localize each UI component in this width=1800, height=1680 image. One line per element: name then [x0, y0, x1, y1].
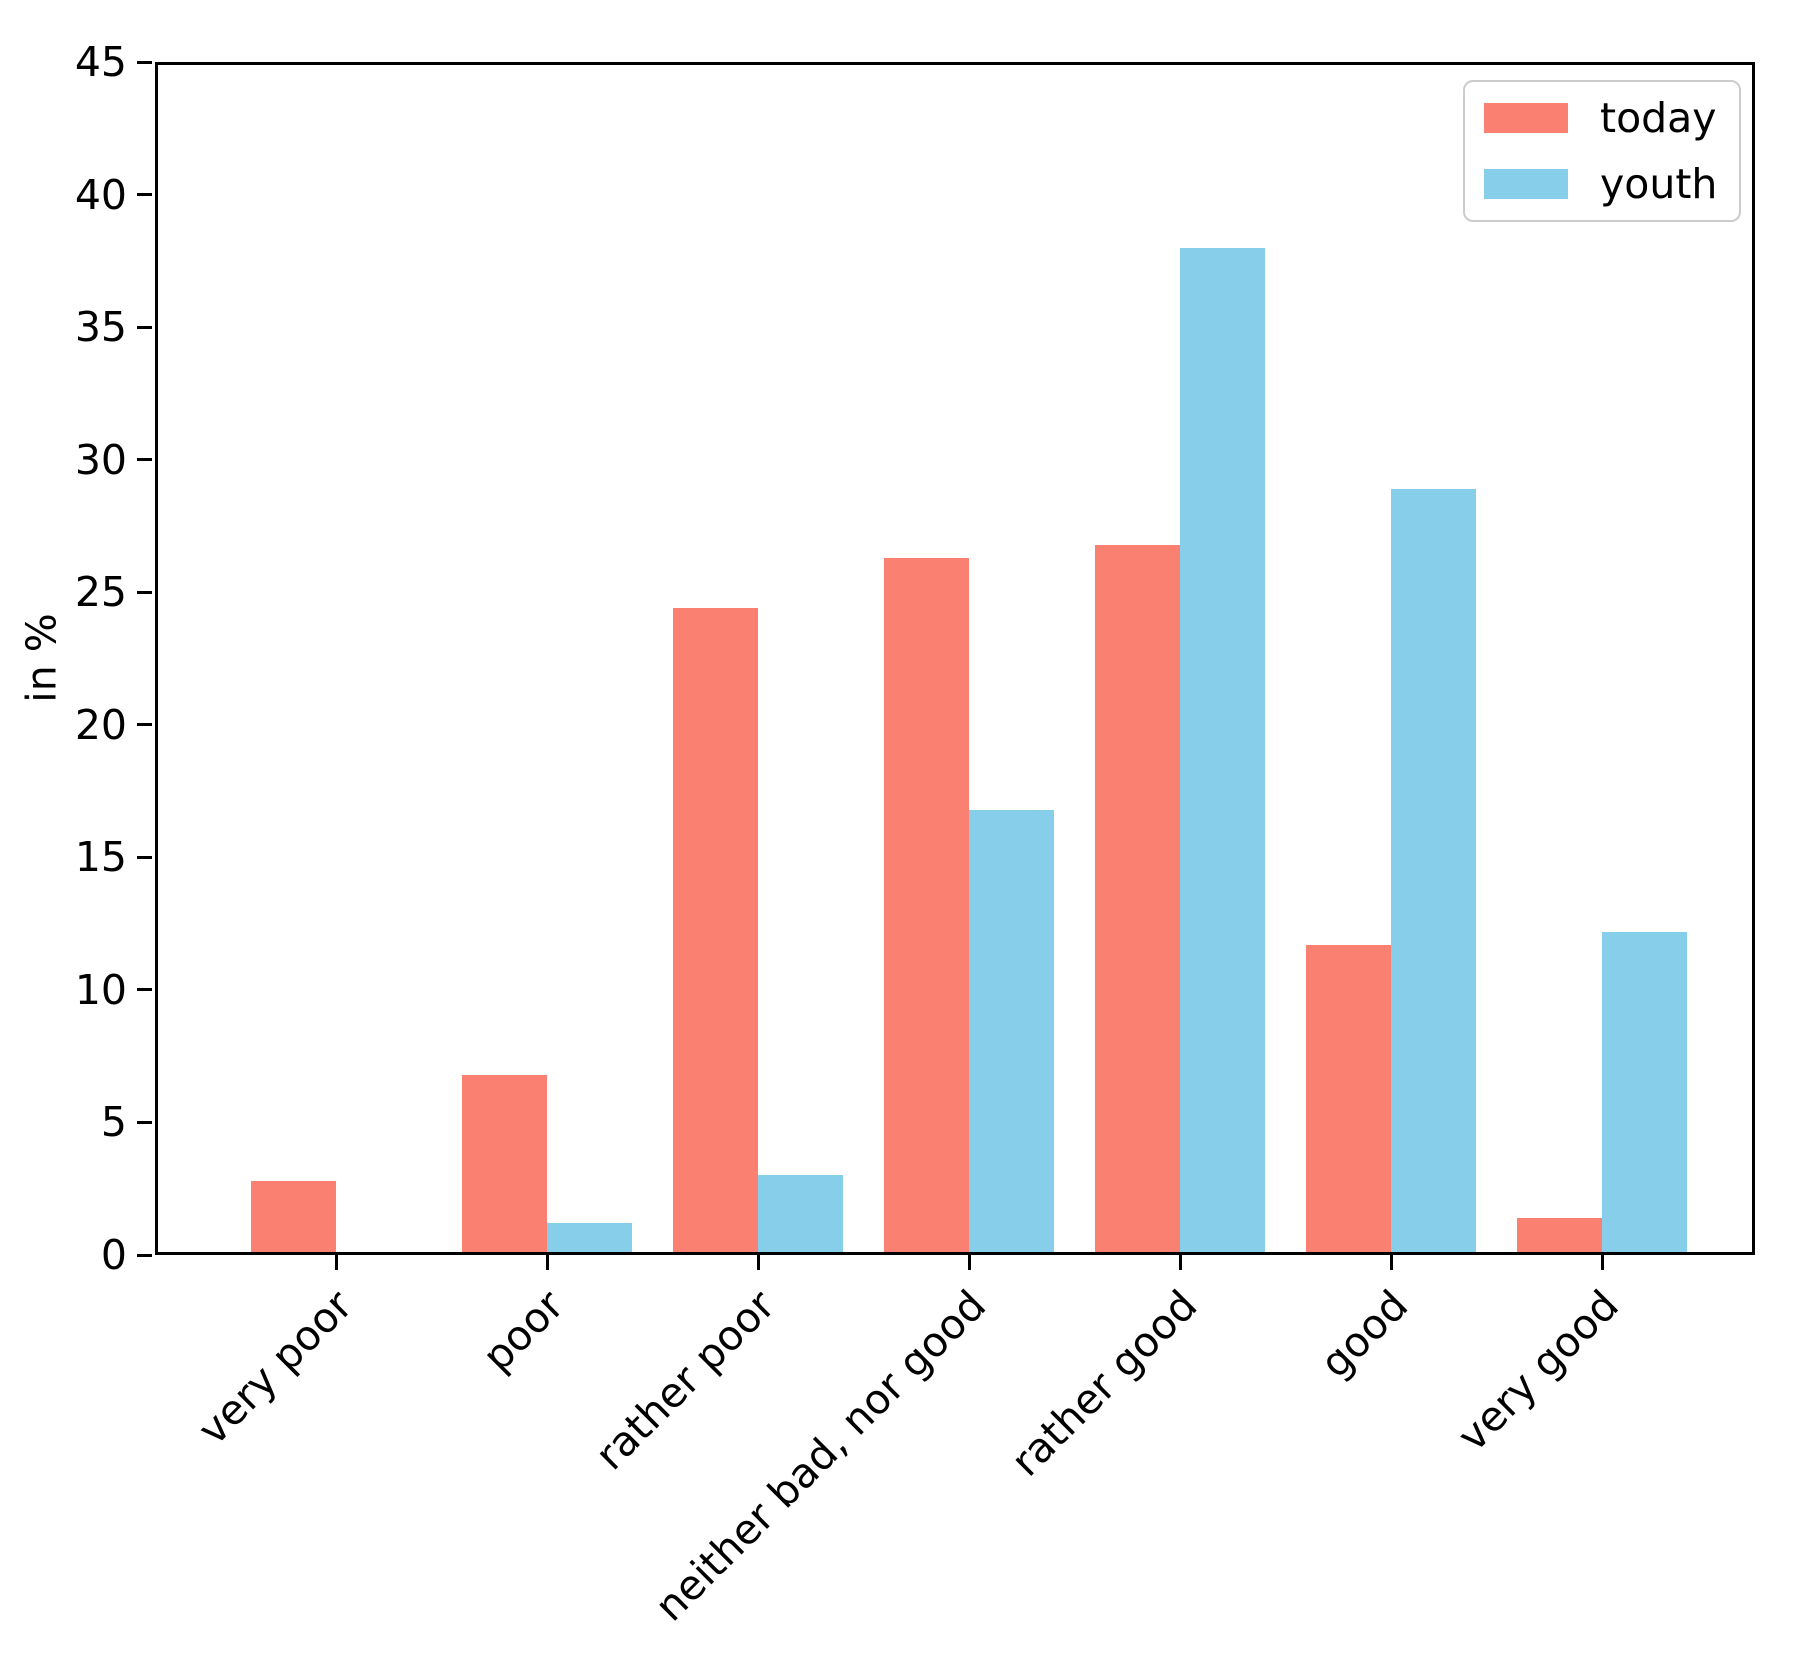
bar-today-very-good — [1517, 1217, 1602, 1255]
x-tick-label-poor: poor — [473, 1281, 573, 1381]
x-tick-poor — [545, 1255, 549, 1270]
x-tick-neither-bad-nor-good — [967, 1255, 971, 1270]
y-tick-label-25: 25 — [74, 568, 127, 617]
x-tick-good — [1389, 1255, 1393, 1270]
bar-youth-poor — [547, 1223, 632, 1255]
y-tick-5 — [137, 1120, 152, 1124]
x-tick-label-very-good: very good — [1448, 1281, 1628, 1461]
bar-youth-neither-bad-nor-good — [969, 809, 1054, 1255]
x-tick-label-rather-good: rather good — [1001, 1281, 1206, 1486]
plot-area: 0 5 10 15 20 25 30 35 40 45 very poor poor rather po… — [75, 38, 1755, 1630]
y-axis-label-text: in % — [18, 613, 66, 703]
bar-today-very-poor — [251, 1180, 336, 1255]
y-tick-label-20: 20 — [74, 700, 127, 749]
legend-label-today: today — [1600, 94, 1717, 142]
top-spine — [155, 62, 1755, 65]
legend-item-today: today — [1484, 94, 1739, 142]
x-tick-rather-good — [1178, 1255, 1182, 1270]
y-tick-40 — [137, 193, 152, 197]
y-tick-label-40: 40 — [74, 170, 127, 219]
y-tick-20 — [137, 723, 152, 727]
y-tick-30 — [137, 458, 152, 462]
legend: today youth — [1463, 80, 1741, 222]
bar-youth-rather-good — [1180, 247, 1265, 1255]
x-tick-very-poor — [334, 1255, 338, 1270]
bar-youth-good — [1391, 488, 1476, 1255]
y-tick-label-35: 35 — [74, 303, 127, 352]
y-tick-0 — [137, 1253, 152, 1257]
bar-youth-rather-poor — [758, 1175, 843, 1255]
x-tick-label-good: good — [1310, 1281, 1417, 1388]
x-tick-very-good — [1600, 1255, 1604, 1270]
legend-item-youth: youth — [1484, 160, 1739, 208]
x-axis-spine — [155, 1252, 1755, 1255]
y-tick-label-0: 0 — [100, 1231, 127, 1279]
y-tick-label-30: 30 — [74, 435, 127, 484]
y-axis-spine — [155, 62, 158, 1255]
y-axis-label: in % — [16, 570, 68, 746]
y-tick-15 — [137, 855, 152, 859]
x-tick-label-rather-poor: rather poor — [585, 1281, 784, 1480]
bar-today-poor — [462, 1074, 547, 1255]
y-tick-label-15: 15 — [74, 833, 127, 882]
y-tick-label-5: 5 — [100, 1098, 127, 1147]
legend-swatch-today — [1484, 103, 1568, 133]
legend-label-youth: youth — [1600, 160, 1718, 208]
x-tick-label-very-poor: very poor — [188, 1281, 362, 1455]
y-tick-label-10: 10 — [74, 965, 127, 1014]
y-tick-35 — [137, 325, 152, 329]
bar-today-neither-bad-nor-good — [884, 557, 969, 1255]
legend-swatch-youth — [1484, 169, 1568, 199]
x-tick-rather-poor — [756, 1255, 760, 1270]
y-tick-10 — [137, 988, 152, 992]
bar-today-rather-poor — [673, 608, 758, 1255]
right-spine — [1752, 62, 1755, 1255]
bar-youth-very-good — [1602, 931, 1687, 1255]
bar-today-rather-good — [1095, 544, 1180, 1255]
y-tick-25 — [137, 590, 152, 594]
y-tick-label-45: 45 — [74, 38, 127, 86]
bar-today-good — [1306, 944, 1391, 1255]
y-tick-45 — [137, 60, 152, 64]
